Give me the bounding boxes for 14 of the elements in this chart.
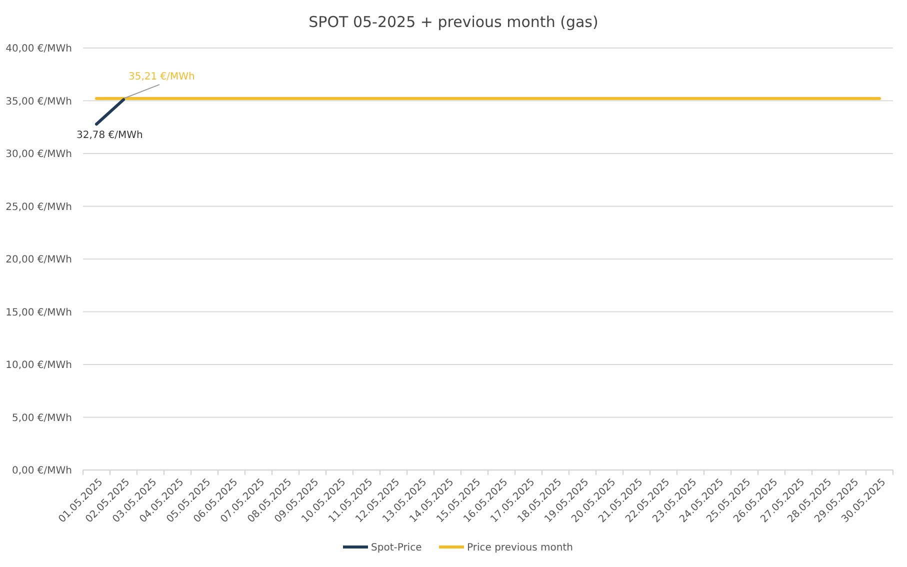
y-tick-label: 35,00 €/MWh [6,96,72,108]
y-tick-label: 0,00 €/MWh [12,466,72,476]
chart-title: SPOT 05-2025 + previous month (gas) [308,13,598,31]
data-label: 32,78 €/MWh [76,130,143,142]
data-label: 35,21 €/MWh [128,72,195,83]
y-tick-label: 15,00 €/MWh [6,307,72,318]
legend-label: Spot-Price [371,542,422,554]
y-tick-label: 25,00 €/MWh [6,202,72,213]
legend-label: Price previous month [467,542,573,554]
y-tick-label: 40,00 €/MWh [6,44,72,54]
y-tick-label: 10,00 €/MWh [6,360,72,371]
y-tick-label: 5,00 €/MWh [12,412,72,424]
y-tick-label: 20,00 €/MWh [6,254,72,266]
y-tick-label: 30,00 €/MWh [6,149,72,160]
